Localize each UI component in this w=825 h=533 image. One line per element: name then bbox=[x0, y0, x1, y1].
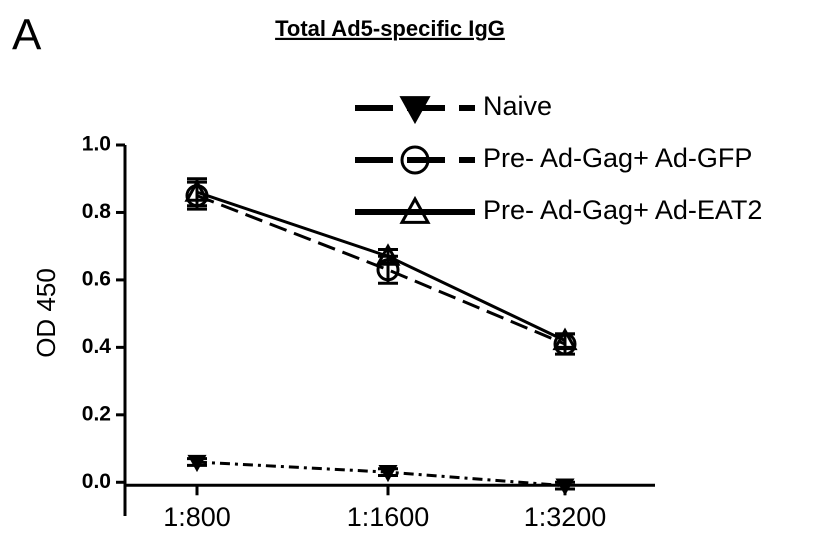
legend-label: Pre- Ad-Gag+ Ad-GFP bbox=[483, 143, 752, 173]
marker bbox=[399, 195, 431, 224]
y-tick-label: 0.0 bbox=[82, 470, 111, 493]
marker bbox=[184, 179, 210, 202]
marker bbox=[399, 96, 431, 125]
series-line bbox=[196, 194, 566, 346]
marker bbox=[552, 327, 578, 351]
y-tick-label: 0.2 bbox=[82, 402, 111, 425]
legend-label: Pre- Ad-Gag+ Ad-EAT2 bbox=[483, 195, 762, 225]
legend-label: Naive bbox=[483, 91, 552, 121]
y-tick-label: 0.6 bbox=[82, 267, 111, 290]
x-tick-label: 1:800 bbox=[163, 502, 231, 532]
y-tick-label: 1.0 bbox=[82, 133, 111, 156]
panel-label: A bbox=[12, 11, 42, 60]
marker bbox=[555, 478, 575, 496]
marker bbox=[400, 145, 430, 175]
marker bbox=[375, 243, 401, 266]
chart-title: Total Ad5-specific IgG bbox=[275, 16, 505, 41]
x-tick-label: 1:1600 bbox=[347, 502, 430, 532]
x-tick-label: 1:3200 bbox=[524, 502, 607, 532]
marker bbox=[378, 465, 398, 483]
y-axis-label: OD 450 bbox=[31, 268, 61, 358]
marker bbox=[187, 454, 207, 473]
y-tick-label: 0.4 bbox=[82, 335, 112, 358]
y-tick-label: 0.8 bbox=[82, 200, 112, 223]
